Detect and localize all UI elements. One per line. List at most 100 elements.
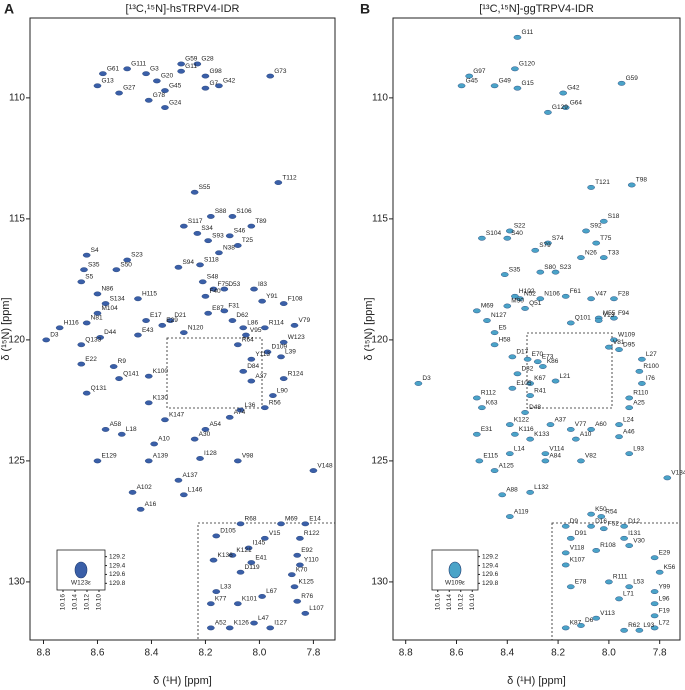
peak	[144, 400, 153, 406]
peak	[513, 371, 522, 377]
y-tick-label: 110	[372, 93, 388, 104]
peak	[566, 584, 575, 590]
peak	[526, 393, 534, 398]
peak-label: A74	[234, 409, 246, 416]
peak-label: V77	[575, 421, 587, 428]
peak	[635, 627, 644, 633]
y-tick-label: 125	[8, 456, 25, 467]
peak	[541, 451, 550, 457]
peak-label: F108	[288, 295, 303, 302]
peak-label: R114	[269, 320, 284, 327]
peak	[539, 364, 547, 369]
peak-label: L146	[188, 487, 203, 494]
y-tick-label: 120	[371, 335, 388, 346]
peak-label: Q141	[123, 370, 139, 377]
x-tick-label: 8.8	[37, 648, 51, 659]
peak-label: I131	[628, 530, 641, 537]
peak	[473, 395, 481, 401]
peak	[196, 262, 204, 268]
peak-label: R68	[245, 516, 257, 523]
peak	[82, 390, 91, 396]
peak-label: D91	[575, 530, 587, 537]
inset-y-tick-label: 129.6	[109, 571, 126, 578]
peak-label: S46	[234, 228, 246, 235]
peak-label: D3	[422, 375, 431, 382]
peak	[142, 318, 150, 323]
peak-label: A137	[182, 472, 198, 479]
panel-label: A	[4, 1, 14, 17]
peak-label: D32	[521, 365, 533, 372]
peak	[650, 555, 659, 561]
peak-label: T98	[636, 177, 648, 184]
peak-label: T75	[600, 235, 612, 242]
peak	[625, 543, 634, 549]
peak-label: L18	[126, 426, 137, 433]
peak-label: D48	[529, 404, 541, 411]
peak-label: R9	[118, 358, 127, 365]
peak	[134, 296, 142, 302]
peak	[650, 625, 659, 631]
peak-label: R54	[605, 508, 617, 515]
peak	[490, 468, 499, 473]
peak-label: S23	[131, 252, 143, 259]
peak	[161, 88, 169, 94]
peak	[225, 233, 234, 239]
peak	[296, 562, 304, 568]
peak	[561, 550, 570, 556]
peak-label: G97	[473, 68, 486, 75]
peak	[215, 250, 223, 256]
x-axis-label: δ (¹H) [ppm]	[153, 675, 212, 687]
peak	[521, 306, 529, 311]
peak	[561, 523, 570, 529]
peak	[516, 296, 524, 302]
peak	[511, 66, 519, 72]
peak	[597, 514, 606, 519]
peak	[177, 68, 185, 74]
peak	[109, 364, 118, 369]
peak-label: E29	[659, 549, 671, 556]
y-tick-label: 130	[371, 577, 388, 588]
peak	[250, 286, 258, 292]
peak-label: L93	[643, 622, 654, 629]
peak	[77, 361, 86, 367]
peak	[158, 322, 167, 328]
peak-label: E31	[481, 426, 493, 433]
peak	[478, 235, 486, 241]
peak	[166, 318, 175, 323]
peak-label: R62	[628, 622, 640, 629]
peak-label: K63	[486, 399, 498, 406]
peak-label: T121	[595, 179, 610, 186]
peak-label: E43	[142, 327, 154, 334]
peak	[150, 441, 158, 447]
peak-label: M90	[511, 298, 524, 305]
peak	[506, 451, 514, 457]
peak	[625, 405, 634, 411]
peak	[592, 240, 600, 246]
peak	[500, 272, 509, 277]
peak	[266, 625, 275, 631]
peak-label: R110	[633, 390, 648, 397]
inset-x-tick-label: 10.12	[457, 594, 464, 611]
peak-label: G15	[521, 80, 534, 87]
peak-label: G28	[201, 56, 214, 63]
peak	[587, 296, 595, 302]
peak	[261, 535, 269, 541]
peak-label: H58	[499, 336, 511, 343]
peak	[142, 71, 150, 77]
x-tick-label: 7.8	[653, 648, 667, 659]
peak-label: N86	[101, 286, 113, 293]
peak	[277, 354, 285, 360]
peak	[592, 615, 600, 621]
peak-label: A54	[209, 421, 221, 428]
peak	[101, 301, 110, 306]
peak-label: S74	[552, 235, 564, 242]
peak-label: S117	[188, 218, 203, 225]
peak-label: E115	[483, 453, 498, 460]
peak-label: G120	[519, 61, 535, 68]
peak-label: V95	[250, 327, 262, 334]
peak	[521, 410, 529, 415]
peak	[250, 620, 258, 626]
peak-label: K86	[547, 358, 559, 365]
peak-label: A37	[554, 416, 566, 423]
peak-label: R124	[288, 370, 304, 377]
